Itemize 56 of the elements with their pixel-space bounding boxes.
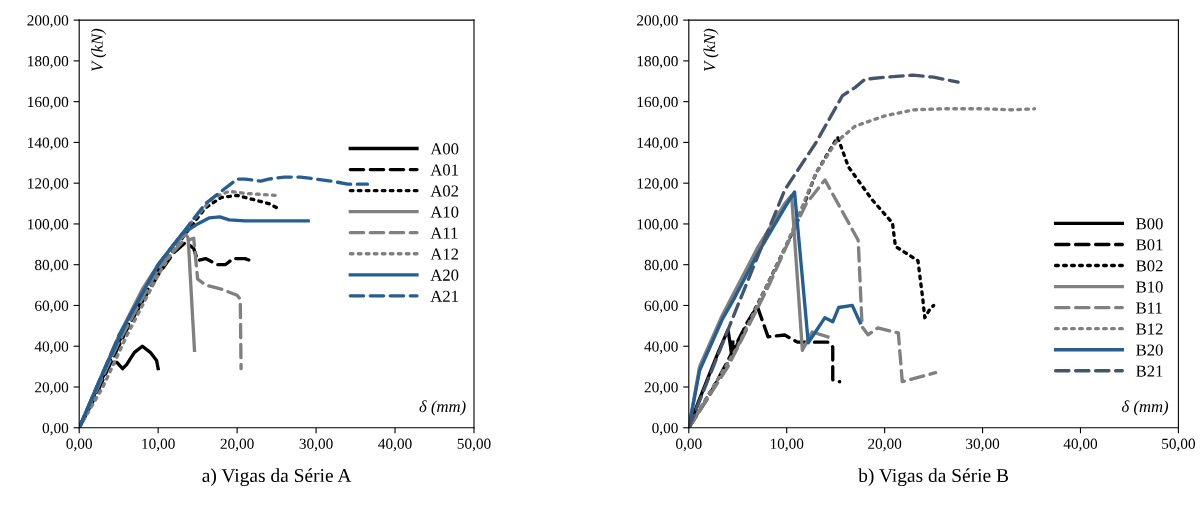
x-tick-label: 20,00 — [220, 438, 254, 452]
y-tick-label: 200,00 — [637, 15, 678, 28]
x-tick-label: 10,00 — [142, 438, 175, 452]
y-tick-label: 200,00 — [27, 15, 69, 28]
legend-label: B10 — [1136, 281, 1163, 293]
y-tick-label: 20,00 — [35, 382, 69, 395]
x-tick-label: 50,00 — [1162, 438, 1196, 452]
legend-label: B01 — [1136, 239, 1163, 251]
y-tick-label: 40,00 — [644, 341, 678, 354]
y-tick-label: 60,00 — [35, 300, 69, 314]
y-tick-label: 120,00 — [637, 178, 678, 191]
x-axis-title: δ (mm) — [419, 400, 466, 416]
legend-label: B21 — [1136, 365, 1163, 377]
legend-label: A20 — [430, 269, 459, 281]
x-tick-label: 0,00 — [676, 438, 702, 452]
y-tick-label: 120,00 — [28, 178, 69, 191]
legend-label: A21 — [430, 290, 458, 302]
y-tick-label: 160,00 — [637, 96, 678, 110]
y-tick-label: 140,00 — [637, 137, 678, 151]
legend-label: B12 — [1136, 323, 1163, 335]
y-tick-label: 160,00 — [28, 96, 69, 110]
legend-label: B20 — [1136, 344, 1163, 356]
legend-label: B11 — [1136, 302, 1162, 314]
x-tick-label: 30,00 — [966, 438, 1000, 452]
legend-label: A01 — [430, 164, 458, 176]
y-tick-label: 180,00 — [28, 56, 69, 69]
y-tick-label: 60,00 — [644, 300, 678, 314]
y-tick-label: 40,00 — [34, 341, 69, 354]
legend-label: A02 — [430, 185, 459, 197]
x-tick-label: 10,00 — [770, 438, 804, 452]
y-tick-label: 80,00 — [34, 259, 69, 273]
y-tick-label: 20,00 — [644, 382, 678, 395]
x-tick-label: 0,00 — [66, 438, 92, 452]
y-tick-label: 100,00 — [28, 219, 69, 232]
legend-label: A11 — [430, 227, 458, 239]
x-tick-label: 40,00 — [378, 438, 412, 452]
y-tick-label: 80,00 — [644, 259, 678, 273]
legend-label: A00 — [430, 143, 459, 155]
y-tick-label: 140,00 — [28, 137, 69, 151]
x-tick-label: 20,00 — [868, 438, 902, 452]
legend-label: B00 — [1136, 218, 1163, 230]
legend-label: B02 — [1136, 260, 1163, 272]
y-axis-title: V (kN) — [703, 28, 719, 72]
y-axis-title: V (kN) — [91, 28, 107, 72]
x-tick-label: 40,00 — [1063, 438, 1098, 452]
y-tick-label: 0,00 — [652, 422, 678, 436]
legend-label: A10 — [430, 206, 459, 218]
y-tick-label: 0,00 — [42, 422, 69, 436]
y-tick-label: 100,00 — [637, 219, 678, 232]
y-tick-label: 180,00 — [637, 56, 678, 69]
x-tick-label: 30,00 — [299, 438, 333, 452]
text: a) Vigas da Série A — [202, 468, 352, 487]
legend-label: A12 — [430, 248, 459, 260]
text: b) Vigas da Série B — [858, 468, 1009, 487]
x-tick-label: 50,00 — [457, 438, 491, 452]
x-axis-title: δ (mm) — [1122, 400, 1169, 416]
